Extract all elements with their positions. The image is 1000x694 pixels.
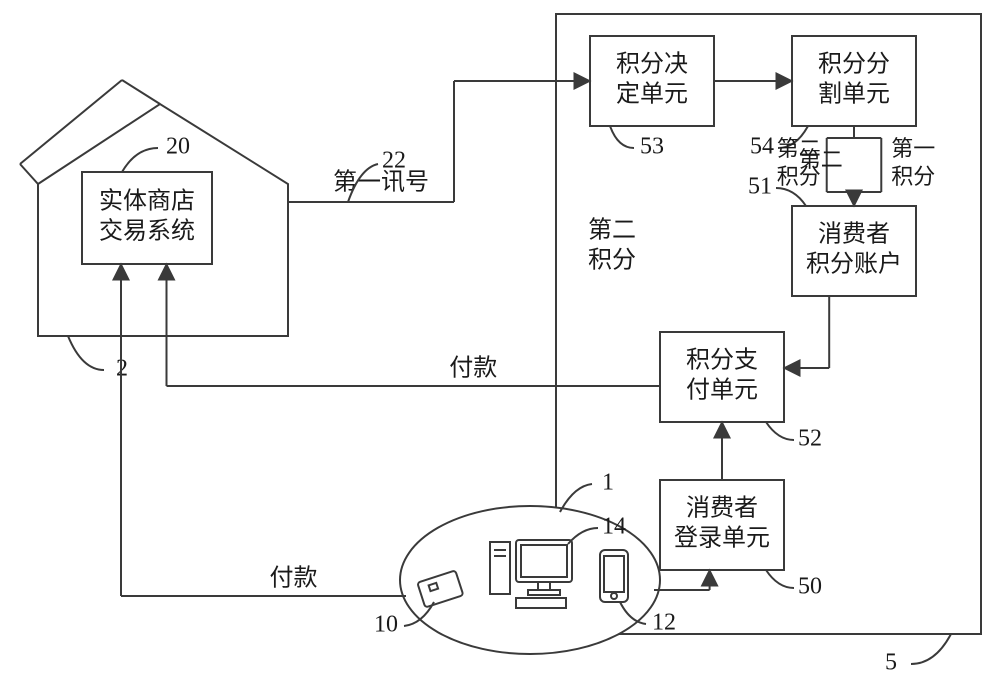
svg-text:消费者: 消费者 (818, 221, 890, 248)
svg-text:定单元: 定单元 (616, 81, 688, 108)
svg-text:54: 54 (750, 134, 774, 160)
svg-text:付款: 付款 (270, 565, 318, 592)
svg-text:53: 53 (640, 134, 664, 160)
svg-text:积分决: 积分决 (616, 51, 688, 78)
svg-text:5: 5 (885, 650, 897, 676)
svg-text:第二: 第二 (588, 217, 636, 244)
svg-text:第一: 第一 (891, 136, 935, 161)
svg-text:交易系统: 交易系统 (99, 218, 195, 245)
svg-text:14: 14 (602, 514, 626, 540)
svg-text:消费者: 消费者 (686, 495, 758, 522)
svg-text:积分分: 积分分 (818, 51, 890, 78)
svg-text:积分账户: 积分账户 (806, 251, 902, 278)
svg-text:51: 51 (748, 174, 772, 200)
svg-text:登录单元: 登录单元 (674, 525, 770, 552)
svg-text:第一讯号: 第一讯号 (333, 169, 429, 196)
svg-text:52: 52 (798, 426, 822, 452)
svg-text:1: 1 (602, 470, 614, 496)
svg-text:10: 10 (374, 612, 398, 638)
svg-text:实体商店: 实体商店 (99, 188, 195, 215)
svg-text:第二: 第二 (777, 136, 821, 161)
svg-text:22: 22 (382, 148, 406, 174)
svg-text:积分: 积分 (891, 164, 935, 189)
svg-text:50: 50 (798, 574, 822, 600)
svg-text:积分: 积分 (777, 164, 821, 189)
svg-text:付单元: 付单元 (686, 377, 758, 404)
svg-text:20: 20 (166, 134, 190, 160)
svg-text:12: 12 (652, 610, 676, 636)
svg-text:积分: 积分 (588, 247, 636, 274)
svg-text:割单元: 割单元 (818, 81, 890, 108)
svg-text:积分支: 积分支 (686, 347, 758, 374)
svg-text:付款: 付款 (449, 355, 497, 382)
